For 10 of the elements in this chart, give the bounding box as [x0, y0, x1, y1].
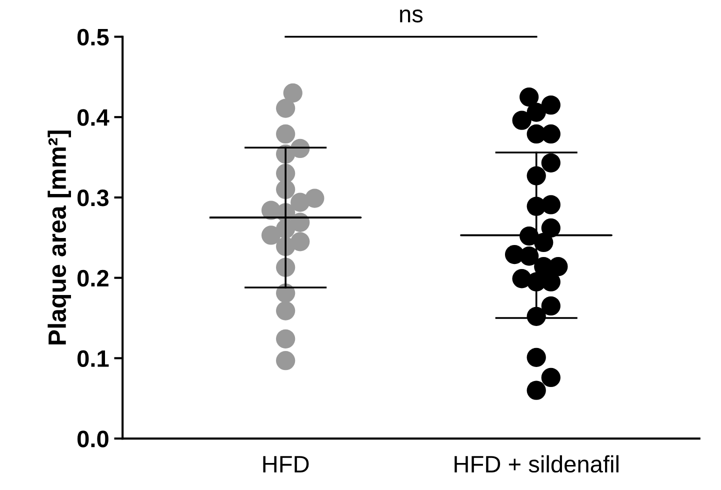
- y-tick-label: 0.3: [77, 190, 109, 206]
- x-tick-label: HFD + sildenafil: [454, 455, 618, 473]
- y-tick-label: 0.0: [77, 430, 108, 448]
- text: ns: [400, 10, 423, 22]
- y-tick-label: 0.2: [77, 270, 108, 287]
- y-axis-title: Plaque area [mm²]: [48, 130, 71, 344]
- x-tick-label: HFD: [263, 456, 309, 472]
- y-tick-label: 0.5: [77, 28, 109, 46]
- y-tick-label: 0.1: [77, 350, 109, 367]
- y-tick-label: 0.4: [77, 109, 110, 126]
